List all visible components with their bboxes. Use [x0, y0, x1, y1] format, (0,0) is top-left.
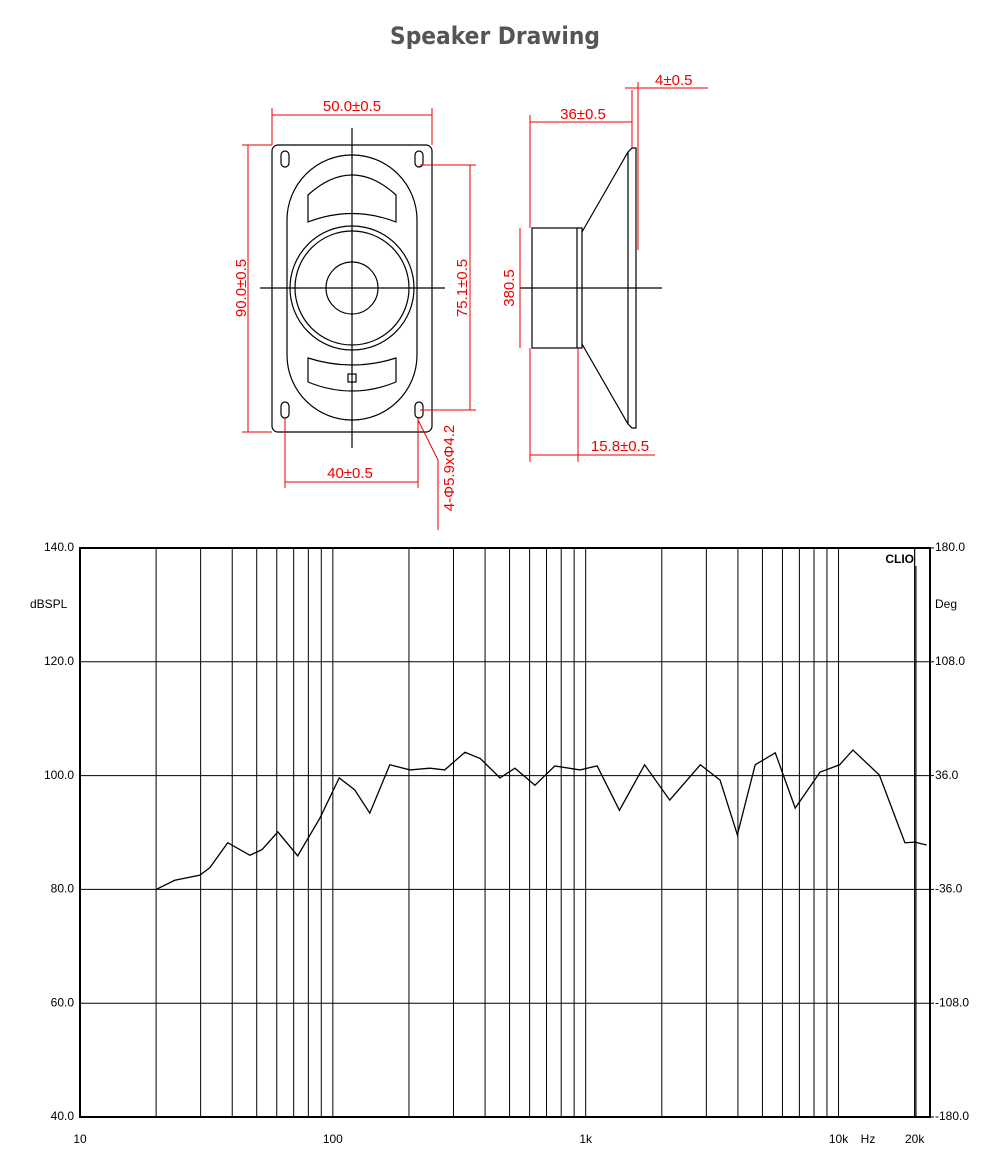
dimension-label: 40±0.5: [327, 465, 373, 482]
y-tick-label: 80.0: [51, 882, 75, 896]
x-tick-label: 10: [73, 1132, 87, 1146]
y-tick-label: 60.0: [51, 995, 75, 1009]
annotation: Hz: [861, 1132, 876, 1146]
y2-tick-label: -108.0: [935, 995, 969, 1009]
y2-tick-label: 36.0: [935, 768, 959, 782]
dimension-label: 15.8±0.5: [591, 438, 649, 455]
y-tick-label: 100.0: [44, 768, 74, 782]
plot-frame: [79, 547, 931, 1118]
front-view: [260, 128, 445, 448]
dimension-label: 4-Φ5.9xΦ4.2: [441, 425, 458, 511]
x-tick-label: 10k: [829, 1132, 849, 1146]
chart: 10 100 1k 10k 20k 40.0 60.0 80.0 100.0 120.0 140.0…: [30, 540, 969, 1146]
y2-tick-label: 108.0: [935, 654, 965, 668]
dimension-label: 50.0±0.5: [323, 98, 381, 115]
response-curve: [155, 749, 927, 890]
side-view: [520, 147, 662, 429]
dimension-labels: 50.0±0.5 90.0±0.5 75.1±0.5 40±0.5 4-Φ5.9…: [233, 72, 692, 511]
y-tick-label: 40.0: [51, 1109, 75, 1123]
y2-tick-label: 180.0: [935, 540, 965, 554]
y2-tick-label: -180.0: [935, 1109, 969, 1123]
speaker-drawing: 50.0±0.5 90.0±0.5 75.1±0.5 40±0.5 4-Φ5.9…: [233, 72, 708, 530]
annotation: CLIO: [885, 552, 914, 566]
y-tick-label: 140.0: [44, 540, 74, 554]
y-tick-label: 120.0: [44, 654, 74, 668]
x-tick-label: 1k: [579, 1132, 593, 1146]
y2-tick-label: -36.0: [935, 882, 963, 896]
dimension-label: 4±0.5: [655, 72, 692, 89]
dimension-label: 380.5: [501, 269, 518, 307]
page-title: Speaker Drawing: [390, 22, 600, 50]
x-tick-label: 100: [323, 1132, 343, 1146]
y2-axis-label: Deg: [935, 597, 957, 611]
dimension-label: 75.1±0.5: [454, 259, 471, 317]
y-axis-label: dBSPL: [30, 597, 68, 611]
dimension-label: 36±0.5: [560, 106, 606, 123]
x-tick-label: 20k: [905, 1132, 925, 1146]
dimension-lines: [242, 82, 708, 530]
dimension-label: 90.0±0.5: [233, 259, 250, 317]
